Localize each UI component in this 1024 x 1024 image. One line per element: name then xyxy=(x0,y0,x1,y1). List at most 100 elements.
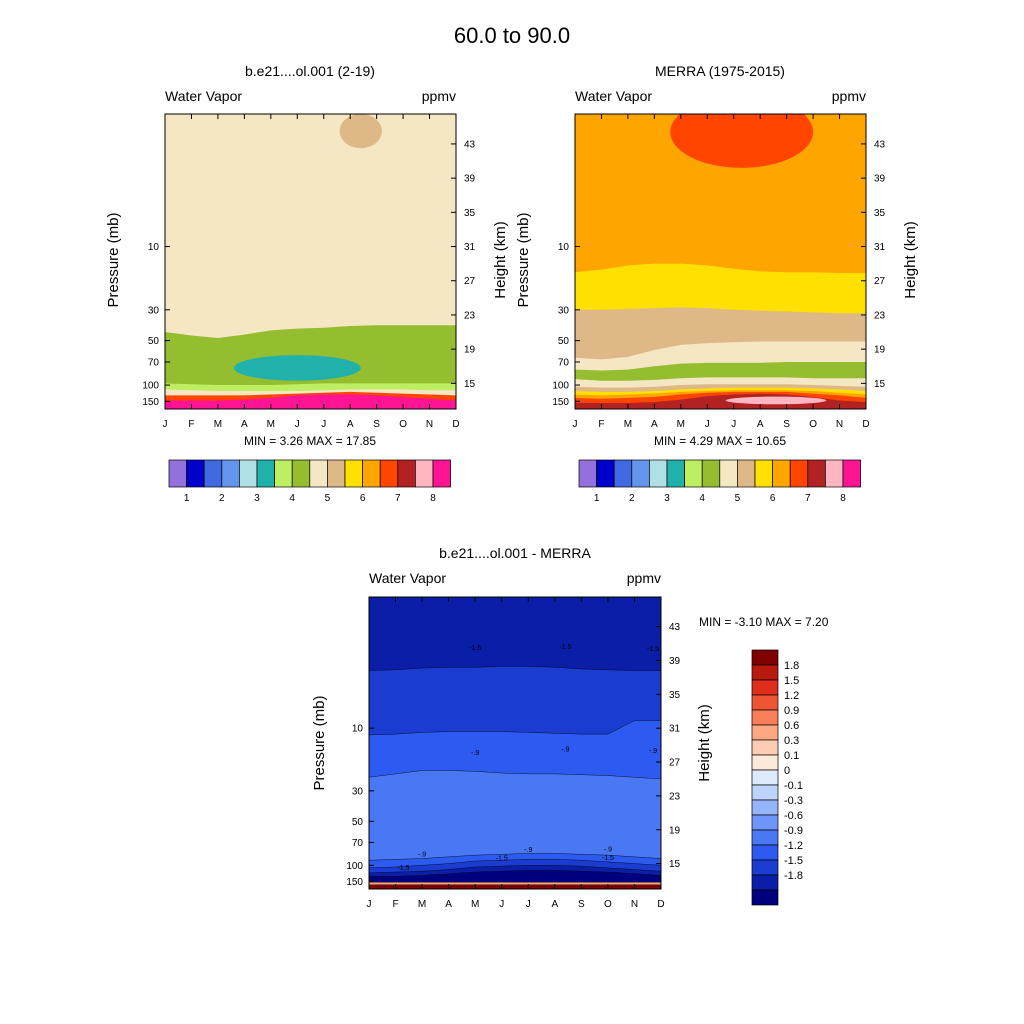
y-tick-label: 150 xyxy=(552,397,569,408)
y2-tick-label: 39 xyxy=(874,174,886,185)
x-tick-label: O xyxy=(604,899,612,910)
label-bar-swatch xyxy=(772,459,791,488)
label-bar-swatch xyxy=(327,459,346,488)
panel-diff-right-label: ppmv xyxy=(627,570,661,586)
x-tick-label: M xyxy=(214,419,222,430)
y2-tick-label: 31 xyxy=(874,242,886,253)
x-tick-label: J xyxy=(731,419,736,430)
x-tick-label: A xyxy=(445,899,452,910)
y-tick-label: 50 xyxy=(352,817,364,828)
y-tick-label: 70 xyxy=(148,357,160,368)
label-bar-value: -0.1 xyxy=(784,780,803,792)
y-tick-label: 50 xyxy=(558,336,570,347)
x-tick-label: J xyxy=(163,419,168,430)
y2-tick-label: 43 xyxy=(464,139,476,150)
x-tick-label: A xyxy=(241,419,248,430)
label-bar-swatch xyxy=(751,709,779,726)
contour-fill: -1.5 -1.5 -1.5 -.9 -.9 -.9 -.9 -.9 -.9 -1.5 -1.5 -1… xyxy=(369,597,661,889)
label-bar-value: 1.8 xyxy=(784,660,799,672)
panel-difference: b.e21....ol.001 - MERRA Water Vapor ppmv… xyxy=(311,545,829,910)
label-bar-swatch xyxy=(613,459,633,488)
label-bar-value: 2 xyxy=(219,493,225,504)
label-bar-swatch xyxy=(666,459,685,488)
label-bar-value: 4 xyxy=(289,493,295,504)
panel-merra-title: MERRA (1975-2015) xyxy=(655,63,785,79)
y-tick-label: 30 xyxy=(352,786,364,797)
label-bar-swatch xyxy=(291,459,311,488)
y2-tick-label: 23 xyxy=(874,310,886,321)
contour-label: -.9 xyxy=(561,747,569,754)
label-bar-value: -1.8 xyxy=(784,870,803,882)
label-bar-swatch xyxy=(309,459,328,488)
panel-diff-plot: -1.5 -1.5 -1.5 -.9 -.9 -.9 -.9 -.9 -.9 -1.5 -1.5 -1… xyxy=(346,596,681,910)
contour-label: -.9 xyxy=(649,748,657,755)
label-bar-value: 5 xyxy=(735,493,741,504)
label-bar-swatch xyxy=(825,459,844,488)
label-bar-swatch xyxy=(719,459,738,488)
label-bar-value: 7 xyxy=(395,493,401,504)
contour-label: -.9 xyxy=(418,851,426,858)
label-bar-value: 0 xyxy=(784,765,790,777)
panel-merra-left-label: Water Vapor xyxy=(575,88,652,104)
label-bar-swatch xyxy=(751,754,779,771)
panel-model-label-bar: 1 2 3 4 5 6 7 8 xyxy=(168,459,451,504)
panel-model-right-label: ppmv xyxy=(422,88,456,104)
label-bar-swatch xyxy=(751,829,779,846)
y2-tick-label: 39 xyxy=(669,656,681,667)
y-tick-label: 10 xyxy=(558,242,570,253)
contour-band-8+ xyxy=(165,394,456,409)
contour-island-3-3.5 xyxy=(233,355,361,381)
label-bar-value: 0.6 xyxy=(784,720,799,732)
label-bar-swatch xyxy=(751,784,779,801)
plot-frame xyxy=(164,113,457,410)
contour-fill xyxy=(575,114,866,409)
label-bar-swatch xyxy=(754,459,773,488)
label-bar-value: -1.2 xyxy=(784,840,803,852)
y2-tick-label: 27 xyxy=(464,276,476,287)
panel-diff-y2label: Height (km) xyxy=(696,704,713,782)
label-bar-value: 3 xyxy=(664,493,670,504)
panel-diff-label-bar: 1.8 1.5 1.2 0.9 0.6 0.3 0.1 0 -0.1 -0.3 -0.6 -0.9 -1… xyxy=(751,649,803,906)
y2-tick-label: 15 xyxy=(669,859,681,870)
label-bar-value: -0.9 xyxy=(784,825,803,837)
y2-tick-label: 43 xyxy=(669,622,681,633)
contour-label: -1.5 xyxy=(397,865,409,872)
label-bar-swatch xyxy=(751,859,779,876)
label-bar-value: -0.6 xyxy=(784,810,803,822)
contour-island-5-5.5-top xyxy=(339,114,382,149)
label-bar-swatch xyxy=(432,459,451,488)
label-bar-value: 6 xyxy=(770,493,776,504)
label-bar-swatch xyxy=(344,459,363,488)
label-bar-swatch xyxy=(751,799,779,816)
label-bar-value: 0.1 xyxy=(784,750,799,762)
label-bar-swatch xyxy=(751,889,779,906)
label-bar-swatch xyxy=(807,459,826,488)
panel-model-min-max: MIN = 3.26 MAX = 17.85 xyxy=(244,434,376,448)
label-bar-swatch xyxy=(256,459,275,488)
panel-merra-min-max: MIN = 4.29 MAX = 10.65 xyxy=(654,434,786,448)
label-bar-swatch xyxy=(751,874,779,891)
y2-tick-label: 43 xyxy=(874,139,886,150)
label-bar-swatch xyxy=(397,459,416,488)
panel-diff-ylabel: Pressure (mb) xyxy=(311,695,328,790)
y2-tick-label: 23 xyxy=(464,310,476,321)
label-bar-swatch xyxy=(751,814,779,831)
label-bar-swatch xyxy=(203,459,223,488)
y-tick-label: 150 xyxy=(142,397,159,408)
y2-tick-label: 19 xyxy=(669,825,681,836)
x-tick-label: D xyxy=(862,419,869,430)
panel-model-y2label: Height (km) xyxy=(492,221,509,299)
label-bar-swatch xyxy=(842,459,861,488)
x-tick-label: J xyxy=(367,899,372,910)
label-bar-value: 8 xyxy=(840,493,846,504)
label-bar-swatch xyxy=(578,459,597,488)
label-bar-swatch xyxy=(274,459,293,488)
x-tick-label: M xyxy=(471,899,479,910)
x-tick-label: N xyxy=(631,899,638,910)
contour-island-8-8.5-low xyxy=(725,396,827,405)
label-bar-value: 1 xyxy=(594,493,600,504)
y2-tick-label: 15 xyxy=(874,379,886,390)
x-tick-label: M xyxy=(677,419,685,430)
label-bar-swatch xyxy=(751,664,779,681)
